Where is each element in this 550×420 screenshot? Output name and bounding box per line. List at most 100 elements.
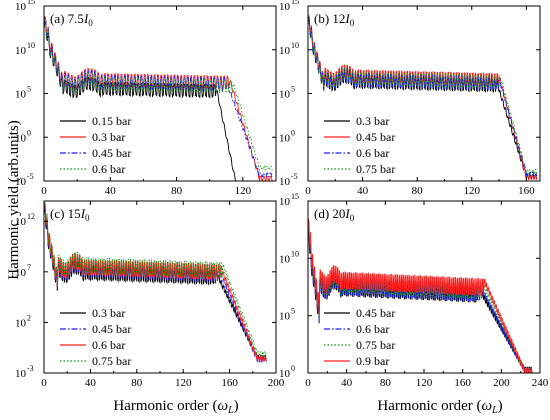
y-tick-exp-b-1: 0 [291,128,295,137]
legend-label-d-1: 0.6 bar [356,322,389,336]
series-line-a-3 [44,19,273,172]
series-line-d-1 [308,225,533,373]
series-line-c-1 [44,204,267,363]
y-tick-label-a-3: 10 [15,45,27,57]
panel-title-d: (d) 20I0 [314,206,355,223]
x-tick-label-c-3: 120 [175,377,192,389]
x-tick-label-b-0: 0 [305,185,311,197]
series-line-b-1 [308,15,538,180]
legend-label-b-3: 0.75 bar [356,162,395,176]
y-tick-label-b-2: 10 [279,89,291,101]
legend-label-d-3: 0.9 bar [356,354,389,368]
panel-title-b: (b) 12I0 [314,11,355,28]
panel-title-c: (c) 15I0 [50,206,90,223]
y-tick-label-c-2: 10 [15,267,27,279]
y-tick-label-a-2: 10 [15,89,27,101]
y-tick-exp-b-4: 15 [291,0,299,6]
x-tick-label-b-4: 160 [518,185,535,197]
x-tick-label-d-4: 160 [454,377,471,389]
y-tick-label-d-2: 10 [279,253,291,265]
series-line-d-0 [308,227,533,373]
legend-label-a-0: 0.15 bar [92,114,131,128]
y-tick-exp-a-0: -5 [27,172,34,181]
x-tick-label-d-5: 200 [493,377,510,389]
x-axis-label-right: Harmonic order (ωL) [377,398,502,416]
x-tick-label-a-2: 80 [171,185,183,197]
x-tick-label-d-0: 0 [305,377,311,389]
x-tick-label-d-3: 120 [416,377,433,389]
y-tick-exp-d-2: 10 [291,249,299,258]
y-tick-exp-b-3: 10 [291,41,299,50]
y-tick-exp-d-3: 15 [291,192,299,201]
y-tick-exp-c-1: 2 [27,313,31,322]
y-tick-label-b-3: 10 [279,45,291,57]
x-tick-label-a-3: 120 [235,185,252,197]
series-line-b-2 [308,16,538,177]
legend-label-b-1: 0.45 bar [356,130,395,144]
x-tick-label-b-2: 80 [412,185,424,197]
y-tick-exp-a-1: 0 [27,128,31,137]
y-tick-label-d-3: 10 [279,196,291,208]
x-tick-label-c-5: 200 [268,377,285,389]
series-line-c-2 [44,202,267,362]
y-tick-label-b-1: 10 [279,132,291,144]
y-tick-exp-a-4: 15 [27,0,35,6]
series-line-a-2 [44,17,273,179]
series-line-c-3 [44,201,267,357]
y-tick-label-c-3: 10 [15,216,27,228]
y-tick-label-a-0: 10 [15,176,27,188]
y-tick-label-d-0: 10 [279,368,291,380]
legend-label-d-0: 0.45 bar [356,306,395,320]
y-tick-exp-d-0: 0 [291,364,295,373]
y-tick-label-a-4: 10 [15,1,27,13]
y-tick-label-a-1: 10 [15,132,27,144]
y-tick-label-b-4: 10 [279,1,291,13]
series-line-d-3 [308,218,533,373]
legend-label-c-1: 0.45 bar [92,322,131,336]
series-line-b-3 [308,18,538,174]
y-tick-exp-a-3: 10 [27,41,35,50]
series-line-a-0 [44,21,250,181]
legend-label-c-0: 0.3 bar [92,306,125,320]
y-tick-exp-b-2: 5 [291,85,295,94]
y-tick-label-d-1: 10 [279,311,291,323]
plot-frame-c [43,200,277,374]
x-axis-label-left: Harmonic order (ωL) [113,398,238,416]
y-tick-exp-b-0: -5 [291,172,298,181]
x-tick-label-b-1: 40 [357,185,369,197]
y-axis-label: Harmonic yield (arb.units) [6,120,22,280]
x-tick-label-c-4: 160 [221,377,238,389]
x-tick-label-a-0: 0 [41,185,47,197]
legend-label-c-2: 0.6 bar [92,338,125,352]
y-tick-label-c-0: 10 [15,368,27,380]
series-line-c-0 [44,206,267,362]
legend-label-b-0: 0.3 bar [356,114,389,128]
y-tick-exp-a-2: 5 [27,85,31,94]
x-tick-label-d-1: 40 [341,377,353,389]
panel-title-a: (a) 7.5I0 [50,11,93,28]
y-tick-label-b-0: 10 [279,176,291,188]
legend-label-d-2: 0.75 bar [356,338,395,352]
y-tick-exp-c-3: 12 [27,212,35,221]
y-tick-exp-c-2: 7 [27,263,31,272]
series-line-b-0 [308,17,538,179]
y-tick-exp-d-1: 5 [291,307,295,316]
x-tick-label-c-0: 0 [41,377,47,389]
legend-label-a-3: 0.6 bar [92,162,125,176]
x-tick-label-b-3: 120 [464,185,481,197]
x-tick-label-d-6: 240 [532,377,549,389]
series-line-a-1 [44,15,273,181]
legend-label-c-3: 0.75 bar [92,354,131,368]
x-tick-label-d-2: 80 [380,377,392,389]
legend-label-b-2: 0.6 bar [356,146,389,160]
legend-label-a-1: 0.3 bar [92,130,125,144]
x-tick-label-c-1: 40 [85,377,97,389]
legend-label-a-2: 0.45 bar [92,146,131,160]
y-tick-label-c-1: 10 [15,317,27,329]
